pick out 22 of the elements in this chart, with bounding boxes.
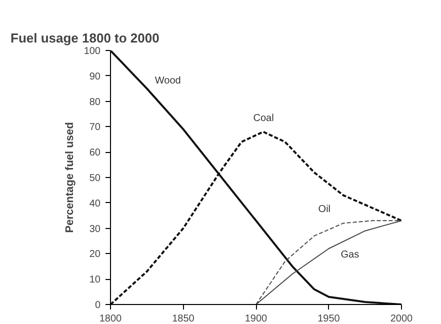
x-tick-label: 2000 [390,314,414,324]
y-tick-label: 50 [89,173,101,184]
y-tick-label: 20 [89,249,101,260]
y-tick-label: 0 [94,300,101,311]
y-tick-label: 10 [89,274,101,286]
y-tick-label: 80 [89,96,101,108]
y-axis-title: Percentage fuel used [64,122,76,233]
chart-title: Fuel usage 1800 to 2000 [10,30,160,46]
y-tick-label: 90 [89,71,101,82]
y-tick-label: 40 [89,198,101,210]
y-tick-label: 100 [84,46,101,57]
x-tick-label: 1900 [244,314,268,324]
series-label: Gas [340,250,360,261]
y-tick-label: 60 [89,148,101,159]
x-tick-label: 1850 [172,314,195,324]
y-tick-label: 70 [89,122,101,134]
series-label: Coal [253,112,274,124]
x-tick-label: 1800 [99,314,122,324]
series-label: Oil [318,204,331,216]
y-tick-label: 30 [89,224,101,235]
series-label: Wood [154,76,181,87]
x-tick-label: 1950 [318,314,340,324]
